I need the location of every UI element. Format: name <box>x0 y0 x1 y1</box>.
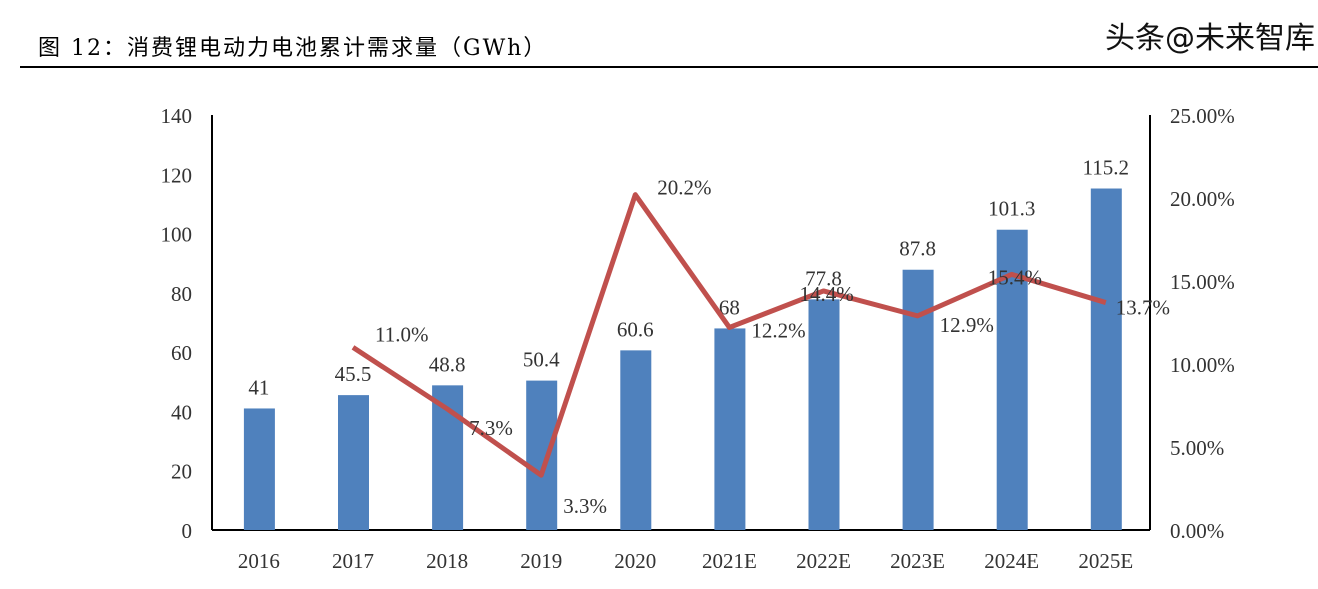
bar <box>243 408 275 530</box>
line-value-label: 12.9% <box>940 313 994 337</box>
bar-value-label: 50.4 <box>523 348 560 372</box>
bar-value-label: 77.8 <box>805 266 842 290</box>
bar-value-label: 48.8 <box>429 352 466 376</box>
right-tick-label: 20.00% <box>1170 187 1235 211</box>
bar-value-label: 60.6 <box>617 317 654 341</box>
bar <box>714 328 746 530</box>
line-value-label: 14.4% <box>800 282 854 306</box>
x-tick-label: 2023E <box>890 549 945 573</box>
bar-value-label: 45.5 <box>335 362 372 386</box>
watermark: 头条@未来智库 <box>1105 21 1315 56</box>
line-value-label: 13.7% <box>1116 296 1170 320</box>
right-tick-label: 10.00% <box>1170 353 1235 377</box>
x-tick-label: 2020 <box>614 549 656 573</box>
left-tick-label: 0 <box>182 519 193 543</box>
x-tick-label: 2022E <box>796 549 851 573</box>
chart-title: 图 12：消费锂电动力电池累计需求量（GWh） <box>38 36 548 61</box>
bar-value-label: 68 <box>719 295 740 319</box>
line-value-label: 15.4% <box>988 265 1042 289</box>
line-value-label: 7.3% <box>469 416 513 440</box>
line-value-label: 12.2% <box>751 318 805 342</box>
left-tick-label: 120 <box>161 163 193 187</box>
left-tick-label: 20 <box>171 460 192 484</box>
right-tick-label: 5.00% <box>1170 436 1224 460</box>
bar <box>808 299 840 530</box>
x-tick-label: 2024E <box>984 549 1039 573</box>
growth-line <box>351 192 1107 478</box>
bar <box>526 380 558 530</box>
left-tick-label: 60 <box>171 341 192 365</box>
bar-value-label: 41 <box>248 375 269 399</box>
title-rule <box>20 66 1318 68</box>
bar <box>338 395 369 530</box>
right-tick-label: 15.00% <box>1170 270 1235 294</box>
left-tick-label: 80 <box>171 282 192 306</box>
bar-value-label: 101.3 <box>988 197 1035 221</box>
bar <box>620 350 652 530</box>
x-tick-label: 2025E <box>1078 549 1133 573</box>
line-value-label: 3.3% <box>563 494 607 518</box>
right-tick-label: 25.00% <box>1170 104 1235 128</box>
x-tick-label: 2021E <box>702 549 757 573</box>
right-tick-label: 0.00% <box>1170 519 1224 543</box>
bar <box>1090 188 1122 530</box>
x-tick-label: 2018 <box>426 549 468 573</box>
bar-value-label: 115.2 <box>1083 156 1129 180</box>
left-tick-label: 40 <box>171 400 192 424</box>
left-tick-label: 140 <box>161 104 193 128</box>
x-tick-label: 2016 <box>238 549 280 573</box>
line-value-label: 20.2% <box>657 176 711 200</box>
x-tick-label: 2017 <box>332 549 374 573</box>
x-tick-label: 2019 <box>520 549 562 573</box>
line-value-label: 11.0% <box>375 322 428 346</box>
left-tick-label: 100 <box>161 223 193 247</box>
bar-value-label: 87.8 <box>899 237 936 261</box>
